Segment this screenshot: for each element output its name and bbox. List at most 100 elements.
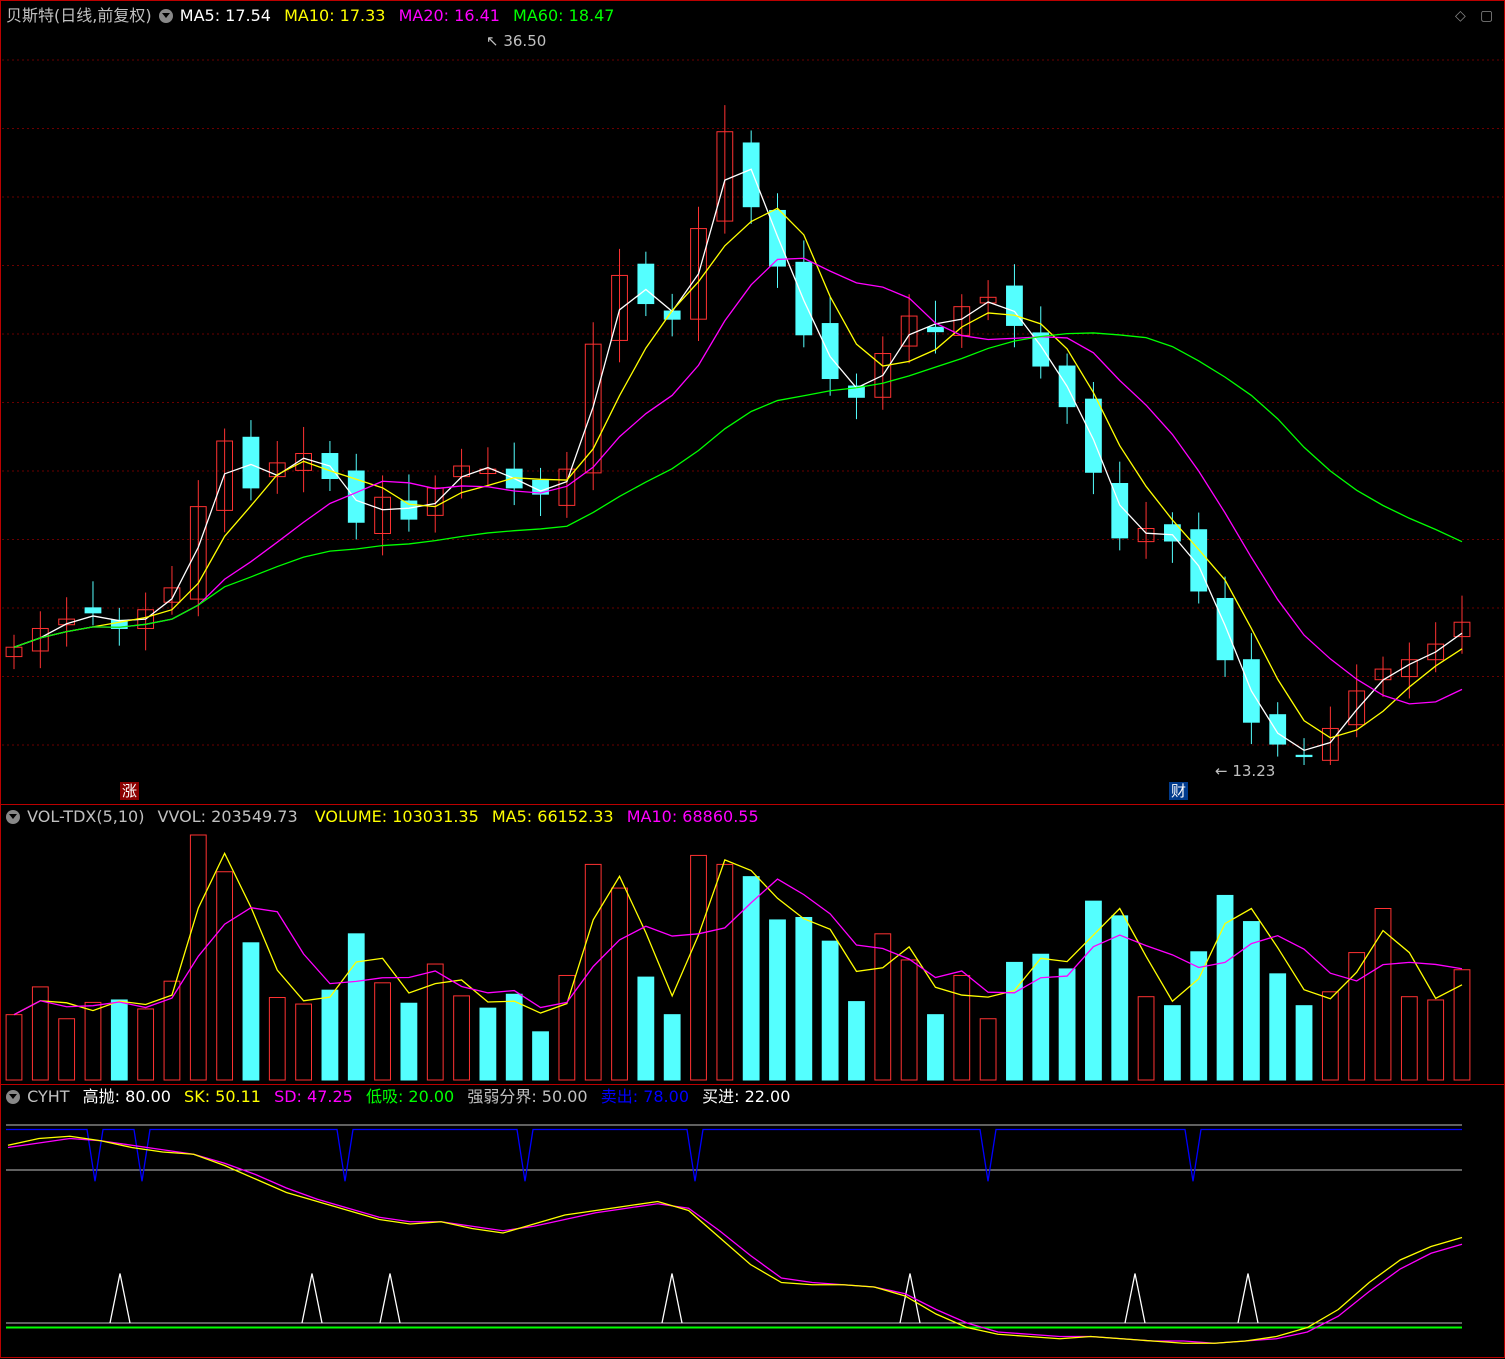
buy-signal-spike (1124, 1273, 1146, 1324)
candle-body (848, 385, 865, 398)
buy-signal-spike (661, 1273, 683, 1324)
candle-body (769, 209, 786, 267)
zhang-marker[interactable]: 涨 (120, 782, 140, 800)
candle-body (821, 323, 839, 380)
buy-signal-spike (899, 1273, 921, 1324)
volume-bar (374, 982, 391, 1081)
sell-signal-line (6, 1128, 1462, 1182)
candle-body (295, 453, 312, 471)
volume-bar (848, 1001, 865, 1081)
volume-bar (137, 1008, 155, 1081)
volume-bar (58, 1018, 76, 1081)
candle-body (216, 440, 234, 511)
low-buy-label: 低吸: 20.00 (365, 1087, 455, 1106)
stock-title: 贝斯特(日线,前复权) (6, 6, 152, 25)
volume-bar (927, 1014, 944, 1081)
window-icon[interactable]: ▢ (1480, 8, 1494, 24)
volume-bar (1242, 921, 1260, 1081)
price-panel[interactable]: 贝斯特(日线,前复权) MA5: 17.54 MA10: 17.33 MA20:… (0, 0, 1505, 804)
volume-bar (716, 863, 734, 1081)
volume-bar (400, 1002, 418, 1081)
volume-bar (1269, 973, 1287, 1081)
buy-label: 买进: 22.00 (702, 1087, 791, 1106)
cyht-header: CYHT 高抛: 80.00 SK: 50.11 SD: 47.25 低吸: 2… (6, 1087, 792, 1107)
sd-line (7, 1137, 1463, 1344)
volume-bar (1190, 951, 1208, 1081)
volume-bar (505, 993, 523, 1081)
candle-body (1216, 597, 1234, 661)
volume-bar (5, 1014, 23, 1081)
cyht-name: CYHT (27, 1087, 70, 1106)
candle-body (400, 500, 418, 520)
buy-signal-spike (109, 1273, 131, 1324)
volume-header: VOL-TDX(5,10) VVOL: 203549.73 VOLUME: 10… (6, 807, 761, 827)
candle-body (584, 343, 602, 474)
volume-label: VOLUME: 103031.35 (314, 807, 479, 826)
volume-bar (874, 933, 892, 1081)
cai-marker[interactable]: 财 (1169, 782, 1189, 800)
candle-body (874, 353, 892, 398)
high-price-label: ↖ 36.50 (486, 32, 547, 50)
sk-line (7, 1135, 1463, 1344)
volume-bar (1295, 1005, 1313, 1081)
volume-bar (31, 986, 49, 1081)
volume-bar (900, 959, 918, 1081)
volume-bar (1058, 968, 1076, 1081)
sd-label: SD: 47.25 (274, 1087, 353, 1106)
dropdown-icon[interactable] (6, 810, 20, 824)
volume-bar (1453, 969, 1471, 1081)
cyht-chart[interactable] (0, 1085, 1505, 1359)
volume-bar (532, 1031, 549, 1081)
volume-bar (110, 999, 128, 1081)
volume-bar (84, 1001, 102, 1081)
volume-bar (1216, 894, 1234, 1081)
high-sell-label: 高抛: 80.00 (82, 1087, 171, 1106)
candle-body (1295, 754, 1313, 758)
volume-bar (189, 834, 207, 1081)
volume-bar (321, 989, 339, 1081)
volume-bar (1374, 908, 1392, 1081)
volume-bar (637, 976, 655, 1081)
volume-bar (1164, 1005, 1181, 1081)
volume-bar (268, 997, 286, 1081)
volume-bar (584, 863, 602, 1081)
candle-body (979, 296, 997, 304)
dropdown-icon[interactable] (6, 1090, 20, 1104)
ma10-line (13, 207, 1463, 739)
candle-body (189, 506, 207, 600)
volume-bar (953, 974, 971, 1081)
volume-panel[interactable]: VOL-TDX(5,10) VVOL: 203549.73 VOLUME: 10… (0, 804, 1505, 1082)
ma5-line (13, 168, 1463, 752)
volume-bar (1137, 996, 1155, 1081)
candle-body (1348, 690, 1366, 726)
candle-body (347, 470, 365, 523)
candlestick-chart[interactable] (0, 0, 1505, 804)
ma60-label: MA60: 18.47 (513, 6, 615, 25)
volume-bar (242, 942, 260, 1081)
candle-body (426, 487, 444, 516)
candle-body (795, 261, 813, 336)
low-price-value: 13.23 (1232, 762, 1276, 780)
cyht-panel[interactable]: CYHT 高抛: 80.00 SK: 50.11 SD: 47.25 低吸: 2… (0, 1084, 1505, 1358)
volume-indicator-name: VOL-TDX(5,10) (27, 807, 145, 826)
diamond-icon[interactable]: ◇ (1455, 8, 1466, 24)
volume-bar (769, 919, 786, 1081)
volume-bar (690, 854, 707, 1081)
candle-body (1427, 643, 1445, 661)
volume-bar (558, 974, 576, 1081)
candle-body (637, 263, 655, 305)
ma20-line (13, 257, 1463, 705)
sk-label: SK: 50.11 (184, 1087, 261, 1106)
dropdown-icon[interactable] (158, 9, 173, 23)
ma60-line (13, 332, 1463, 648)
volume-bar (1085, 900, 1102, 1081)
high-price-value: 36.50 (503, 32, 547, 50)
vol-ma5-line (13, 851, 1463, 1016)
volume-chart[interactable] (0, 805, 1505, 1083)
candle-body (374, 496, 391, 534)
volume-bar (1321, 991, 1339, 1081)
candle-body (163, 587, 181, 603)
buy-signal-spike (1237, 1273, 1259, 1324)
vol-ma10-label: MA10: 68860.55 (626, 807, 759, 826)
candle-body (1164, 524, 1181, 542)
